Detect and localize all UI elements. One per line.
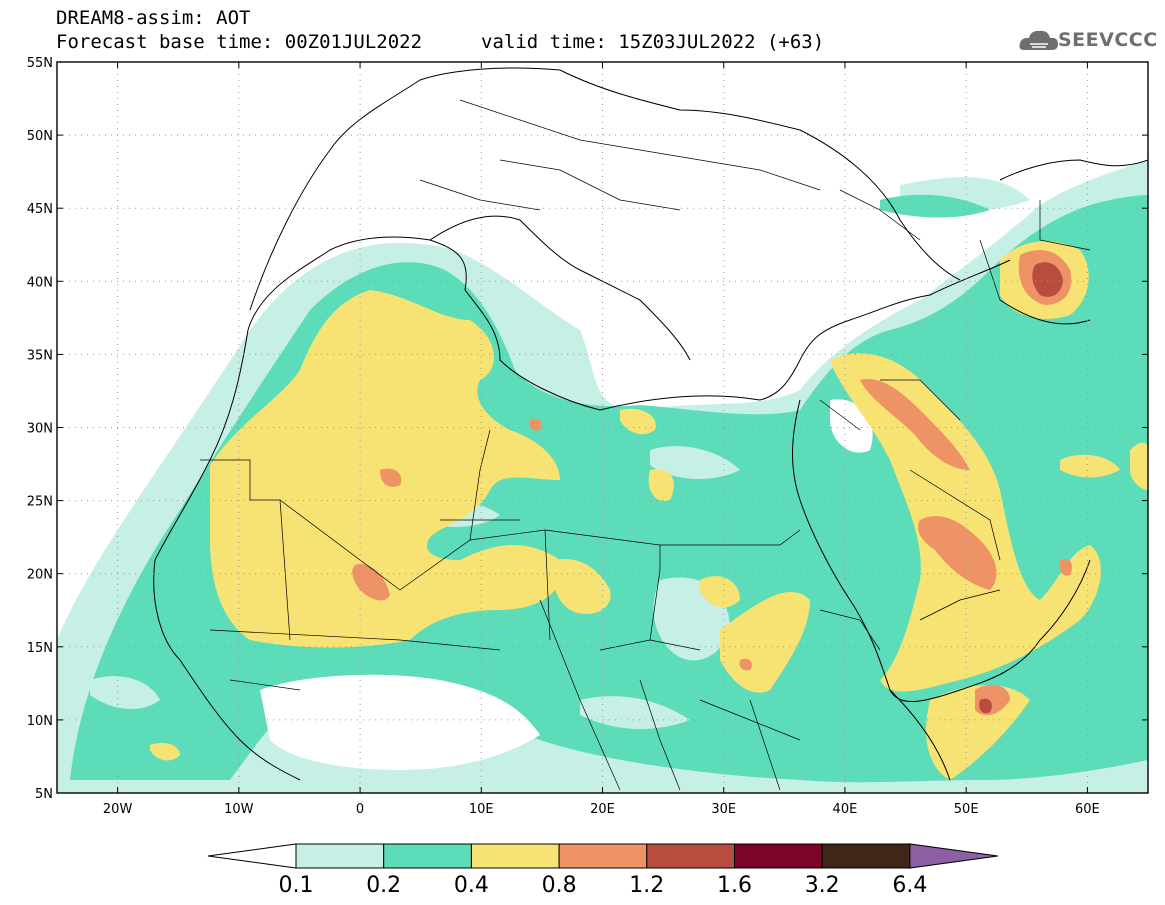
lon-tick-label: 60E <box>1075 802 1100 817</box>
coastlines <box>153 67 1148 781</box>
colorbar-segment <box>646 843 735 869</box>
colorbar-segment <box>734 843 823 869</box>
lon-tick-label: 10E <box>469 802 494 817</box>
cloud-logo-icon <box>1019 30 1058 50</box>
colorbar-lower-triangle <box>207 843 297 869</box>
lon-tick-label: 0 <box>356 802 364 817</box>
colorbar-segment <box>470 843 560 869</box>
lat-tick-label: 20N <box>27 568 53 583</box>
aot-field <box>57 62 1148 793</box>
lon-tick-label: 40E <box>833 802 858 817</box>
lat-tick-label: 30N <box>27 422 53 437</box>
colorbar-segment <box>558 843 648 869</box>
colorbar-label: 6.4 <box>892 873 927 898</box>
colorbar-label: 0.1 <box>279 873 314 898</box>
lon-tick-label: 20E <box>590 802 615 817</box>
lon-tick-label: 30E <box>711 802 736 817</box>
lat-tick-label: 35N <box>27 348 53 363</box>
model-title: DREAM8-assim: AOT <box>56 7 251 29</box>
colorbar-upper-triangle <box>909 843 998 869</box>
base-time-label: Forecast base time: 00Z01JUL2022 <box>56 31 423 53</box>
lon-tick-label: 50E <box>954 802 979 817</box>
lat-tick-label: 45N <box>27 202 53 217</box>
colorbar-segment <box>821 843 911 869</box>
lat-tick-label: 25N <box>27 495 53 510</box>
colorbar-label: 0.2 <box>366 873 401 898</box>
aot-band-0.8 <box>352 250 1072 716</box>
colorbar-label: 1.2 <box>629 873 664 898</box>
lat-tick-label: 15N <box>27 641 53 656</box>
lon-tick-label: 20W <box>103 802 133 817</box>
lat-tick-label: 55N <box>27 56 53 71</box>
colorbar-label: 0.4 <box>454 873 489 898</box>
lat-tick-label: 40N <box>27 275 53 290</box>
valid-time-label: valid time: 15Z03JUL2022 (+63) <box>481 31 825 53</box>
country-borders <box>200 99 1091 791</box>
colorbar-label: 1.6 <box>717 873 752 898</box>
lon-tick-label: 10W <box>224 802 254 817</box>
colorbar-label: 3.2 <box>805 873 840 898</box>
colorbar: 0.1 0.2 0.4 0.8 1.2 1.6 3.2 6.4 <box>207 843 998 898</box>
lat-tick-label: 10N <box>27 714 53 729</box>
seevccc-logo-text: SEEVCCC <box>1058 29 1158 51</box>
colorbar-segment <box>383 843 472 869</box>
lat-axis: 55N 50N 45N 40N 35N 30N 25N 20N 15N 10N 5N <box>27 56 1148 802</box>
lat-tick-label: 50N <box>27 129 53 144</box>
colorbar-segment <box>295 843 385 869</box>
colorbar-label: 0.8 <box>542 873 577 898</box>
aot-band-1.2 <box>979 262 1063 714</box>
lat-tick-label: 5N <box>35 787 53 802</box>
lon-axis: 20W 10W 0 10E 20E 30E 40E 50E 60E <box>103 62 1100 817</box>
